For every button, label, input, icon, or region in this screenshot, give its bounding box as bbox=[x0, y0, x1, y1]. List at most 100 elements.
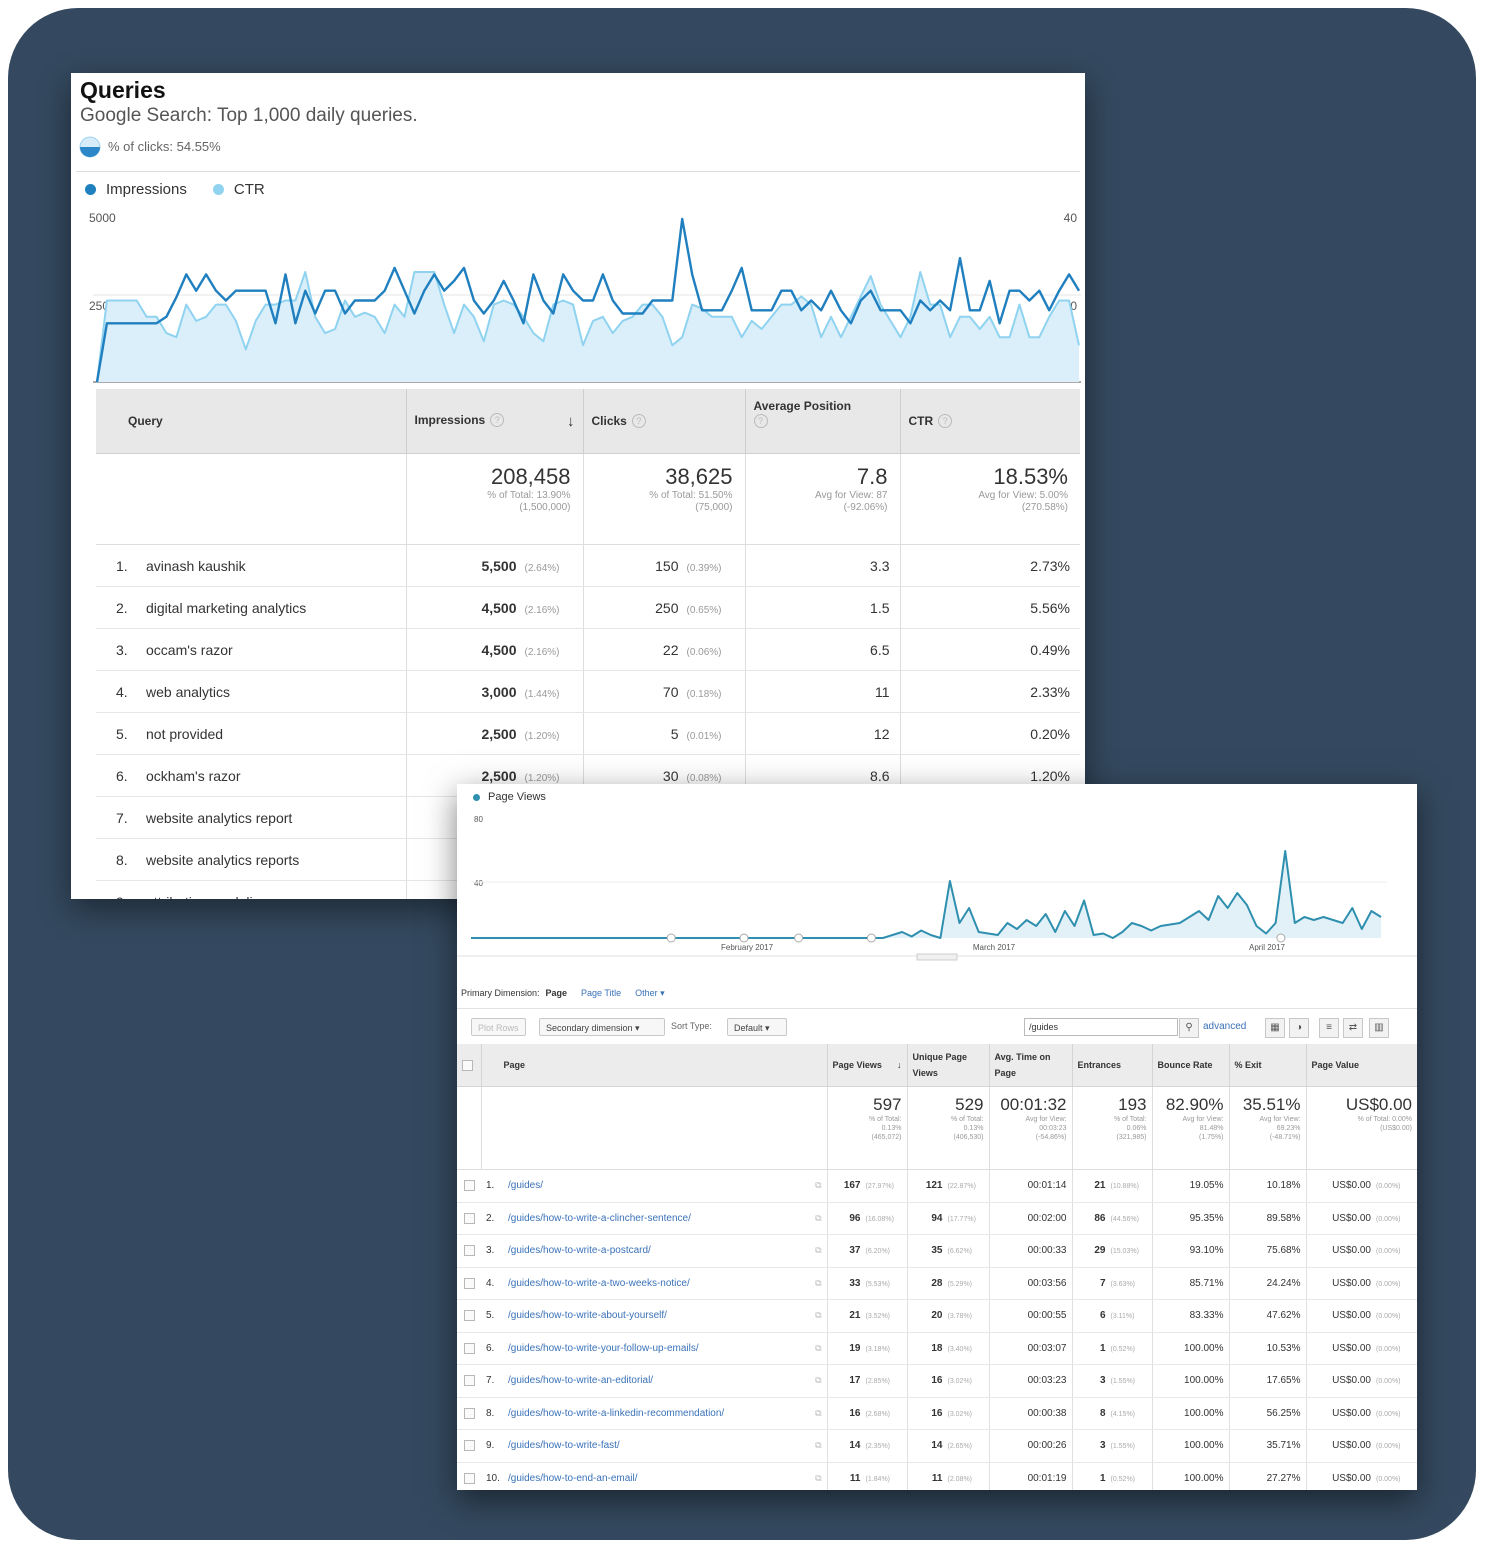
page-link[interactable]: /guides/how-to-write-a-two-weeks-notice/ bbox=[508, 1277, 690, 1289]
page-link[interactable]: /guides/how-to-write-a-clincher-sentence… bbox=[508, 1212, 691, 1224]
row-checkbox-cell[interactable] bbox=[457, 1332, 481, 1365]
legend-ctr[interactable]: CTR bbox=[212, 181, 265, 198]
open-external-icon[interactable]: ⧉ bbox=[815, 1407, 822, 1418]
sort-arrow-down-icon[interactable]: ↓ bbox=[897, 1060, 902, 1070]
table-row[interactable]: 2. digital marketing analytics 4,500 (2.16%… bbox=[96, 586, 1080, 629]
secondary-dimension-dropdown[interactable]: Secondary dimension ▾ bbox=[539, 1018, 665, 1036]
table-row[interactable]: 8. /guides/how-to-write-a-linkedin-recomm… bbox=[457, 1397, 1417, 1430]
row-checkbox[interactable] bbox=[463, 1277, 475, 1289]
row-checkbox[interactable] bbox=[463, 1310, 475, 1322]
page-link[interactable]: /guides/how-to-write-a-postcard/ bbox=[508, 1245, 651, 1257]
help-icon[interactable]: ? bbox=[753, 413, 768, 428]
column-header-query[interactable]: Query bbox=[96, 389, 407, 454]
pie-view-icon[interactable]: ◑ bbox=[1289, 1018, 1309, 1038]
query-text[interactable]: avinash kaushik bbox=[146, 557, 246, 574]
query-text[interactable]: occam's razor bbox=[146, 641, 233, 658]
page-link[interactable]: /guides/ bbox=[508, 1180, 544, 1192]
table-row[interactable]: 6. /guides/how-to-write-your-follow-up-em… bbox=[457, 1332, 1417, 1365]
table-row[interactable]: 4. /guides/how-to-write-a-two-weeks-notic… bbox=[457, 1267, 1417, 1300]
row-checkbox-cell[interactable] bbox=[457, 1299, 481, 1333]
annotation-marker[interactable] bbox=[666, 933, 676, 943]
open-external-icon[interactable]: ⧉ bbox=[815, 1472, 822, 1483]
row-checkbox-cell[interactable] bbox=[457, 1267, 481, 1300]
row-checkbox-cell[interactable] bbox=[457, 1462, 481, 1490]
open-external-icon[interactable]: ⧉ bbox=[815, 1180, 822, 1191]
sort-arrow-down-icon[interactable]: ↓ bbox=[567, 412, 575, 430]
row-checkbox[interactable] bbox=[463, 1245, 475, 1257]
open-external-icon[interactable]: ⧉ bbox=[815, 1342, 822, 1353]
column-header-exit[interactable]: % Exit bbox=[1229, 1044, 1307, 1087]
row-checkbox-cell[interactable] bbox=[457, 1429, 481, 1463]
column-header-clicks[interactable]: Clicks? bbox=[583, 389, 746, 454]
query-text[interactable]: website analytics report bbox=[146, 809, 293, 826]
table-row[interactable]: 3. occam's razor 4,500 (2.16%) 22 (0.06%) 6.5 0… bbox=[96, 628, 1080, 671]
search-input[interactable]: /guides bbox=[1024, 1018, 1178, 1036]
comparison-view-icon[interactable]: ⇄ bbox=[1343, 1018, 1363, 1038]
sort-type-dropdown[interactable]: Default ▾ bbox=[727, 1018, 787, 1036]
column-header-entrances[interactable]: Entrances bbox=[1072, 1044, 1153, 1087]
plot-rows-button[interactable]: Plot Rows bbox=[471, 1018, 526, 1036]
query-text[interactable]: attribution modeling bbox=[146, 894, 268, 900]
table-row[interactable]: 2. /guides/how-to-write-a-clincher-senten… bbox=[457, 1202, 1417, 1235]
primary-dimension-other-dropdown[interactable]: Other ▾ bbox=[635, 988, 665, 998]
primary-dimension-page-title-link[interactable]: Page Title bbox=[581, 988, 622, 998]
query-text[interactable]: ockham's razor bbox=[146, 767, 241, 784]
table-row[interactable]: 3. /guides/how-to-write-a-postcard/ ⧉ 37 (6.… bbox=[457, 1234, 1417, 1268]
column-header-ctr[interactable]: CTR? bbox=[900, 389, 1080, 454]
query-text[interactable]: website analytics reports bbox=[146, 851, 300, 868]
select-all-checkbox-cell[interactable] bbox=[457, 1044, 482, 1087]
open-external-icon[interactable]: ⧉ bbox=[815, 1310, 822, 1321]
primary-dimension-page[interactable]: Page bbox=[545, 988, 568, 998]
row-checkbox-cell[interactable] bbox=[457, 1234, 481, 1268]
row-checkbox[interactable] bbox=[463, 1342, 475, 1354]
open-external-icon[interactable]: ⧉ bbox=[815, 1245, 822, 1256]
help-icon[interactable]: ? bbox=[938, 414, 953, 429]
ctr-line[interactable] bbox=[96, 271, 1080, 383]
table-row[interactable]: 4. web analytics 3,000 (1.44%) 70 (0.18%) 11 2.… bbox=[96, 670, 1080, 713]
query-text[interactable]: web analytics bbox=[146, 683, 231, 700]
select-all-checkbox[interactable] bbox=[462, 1060, 473, 1072]
chart-legend[interactable]: Page Views bbox=[473, 791, 546, 803]
help-icon[interactable]: ? bbox=[631, 414, 646, 429]
page-views-line[interactable] bbox=[471, 850, 1382, 939]
column-header-avg-time[interactable]: Avg. Time on Page bbox=[989, 1044, 1073, 1087]
page-link[interactable]: /guides/how-to-write-your-follow-up-emai… bbox=[508, 1342, 699, 1354]
table-row[interactable]: 1. /guides/ ⧉ 167 (27.97%) 121 (22.87%) 00:01:1… bbox=[457, 1169, 1417, 1203]
annotation-marker[interactable] bbox=[866, 933, 876, 943]
page-link[interactable]: /guides/how-to-write-fast/ bbox=[508, 1440, 620, 1452]
query-text[interactable]: digital marketing analytics bbox=[146, 599, 307, 616]
open-external-icon[interactable]: ⧉ bbox=[815, 1277, 822, 1288]
column-header-unique-page-views[interactable]: Unique Page Views bbox=[907, 1044, 990, 1087]
table-row[interactable]: 5. not provided 2,500 (1.20%) 5 (0.01%) 12 0.20… bbox=[96, 712, 1080, 755]
pivot-view-icon[interactable]: ▥ bbox=[1369, 1018, 1389, 1038]
open-external-icon[interactable]: ⧉ bbox=[815, 1440, 822, 1451]
row-checkbox[interactable] bbox=[463, 1180, 475, 1192]
row-checkbox-cell[interactable] bbox=[457, 1202, 481, 1235]
annotation-marker[interactable] bbox=[1276, 933, 1286, 943]
row-checkbox-cell[interactable] bbox=[457, 1397, 481, 1430]
column-header-impressions[interactable]: Impressions? ↓ bbox=[406, 389, 584, 454]
search-icon[interactable]: ⚲ bbox=[1179, 1018, 1199, 1038]
column-header-avg-position[interactable]: Average Position? bbox=[745, 389, 901, 454]
open-external-icon[interactable]: ⧉ bbox=[815, 1212, 822, 1223]
chart-resize-handle[interactable] bbox=[916, 953, 958, 961]
open-external-icon[interactable]: ⧉ bbox=[815, 1375, 822, 1386]
column-header-bounce-rate[interactable]: Bounce Rate bbox=[1152, 1044, 1230, 1087]
column-header-page[interactable]: Page bbox=[481, 1044, 828, 1087]
table-row[interactable]: 9./guides/how-to-write-fast/⧉ 14 (2.35%) 14… bbox=[457, 1429, 1417, 1463]
annotation-marker[interactable] bbox=[739, 933, 749, 943]
row-checkbox[interactable] bbox=[463, 1440, 475, 1452]
page-link[interactable]: /guides/how-to-write-an-editorial/ bbox=[508, 1375, 654, 1387]
legend-impressions[interactable]: Impressions bbox=[85, 181, 187, 198]
column-header-page-value[interactable]: Page Value bbox=[1306, 1044, 1417, 1087]
column-header-page-views[interactable]: Page Views ↓ bbox=[827, 1044, 908, 1087]
annotation-marker[interactable] bbox=[794, 933, 804, 943]
help-icon[interactable]: ? bbox=[490, 413, 505, 428]
row-checkbox[interactable] bbox=[463, 1472, 475, 1484]
row-checkbox-cell[interactable] bbox=[457, 1364, 481, 1398]
row-checkbox[interactable] bbox=[463, 1375, 475, 1387]
row-checkbox-cell[interactable] bbox=[457, 1169, 481, 1203]
page-link[interactable]: /guides/how-to-write-a-linkedin-recommen… bbox=[508, 1407, 725, 1419]
row-checkbox[interactable] bbox=[463, 1212, 475, 1224]
advanced-filter-link[interactable]: advanced bbox=[1203, 1021, 1247, 1032]
